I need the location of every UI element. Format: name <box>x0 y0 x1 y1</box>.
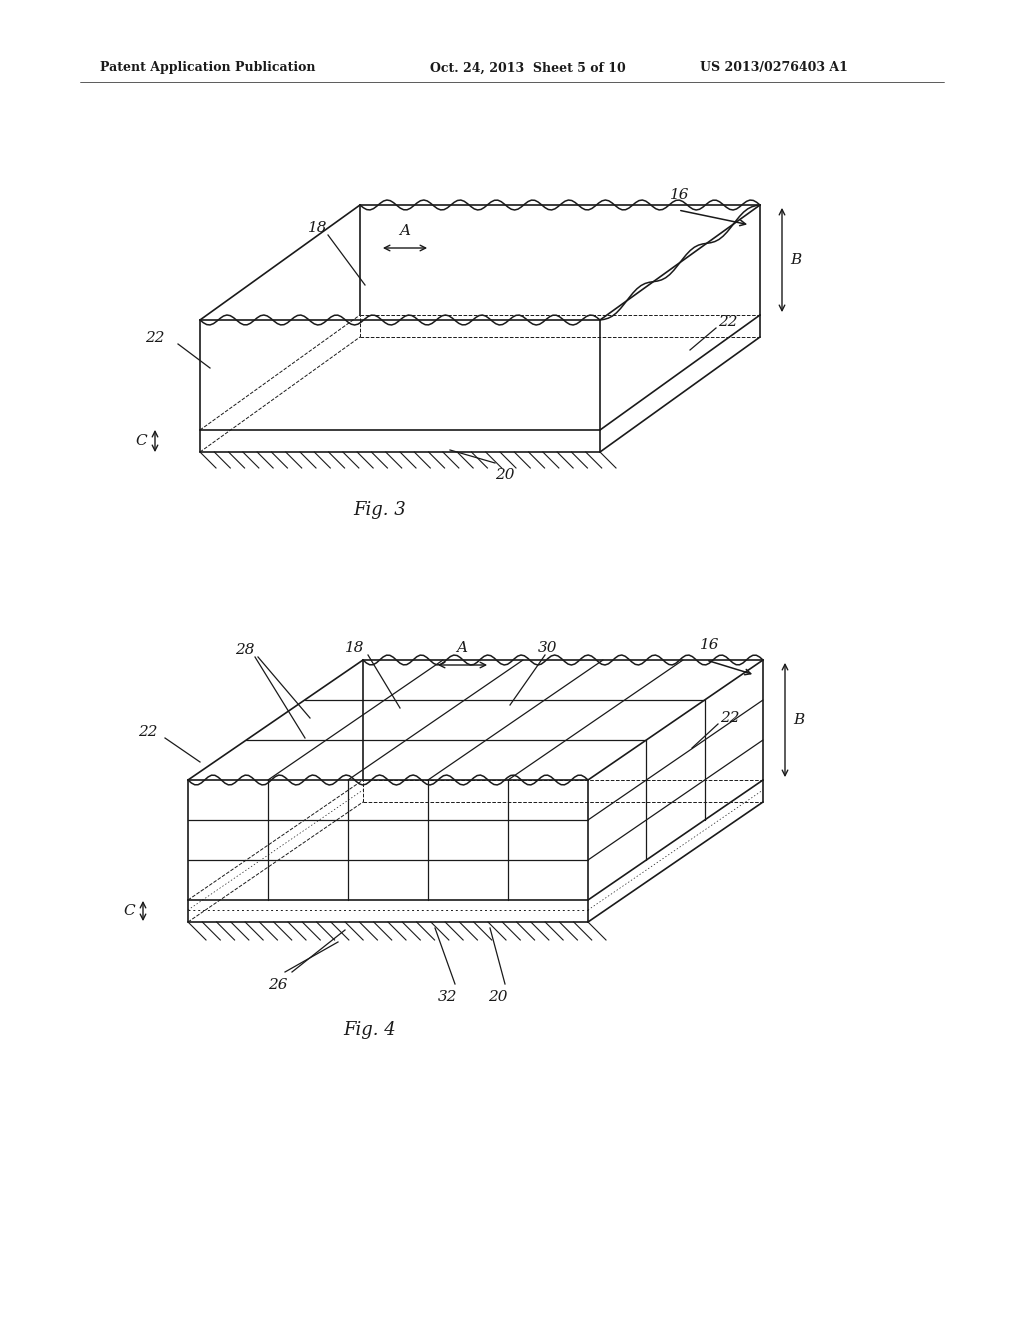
Text: A: A <box>399 224 411 238</box>
Text: B: B <box>793 713 804 727</box>
Text: 22: 22 <box>718 315 737 329</box>
Text: 20: 20 <box>496 469 515 482</box>
Text: 16: 16 <box>700 638 720 652</box>
Text: 16: 16 <box>670 187 689 202</box>
Text: C: C <box>123 904 135 917</box>
Text: 28: 28 <box>236 643 255 657</box>
Text: Fig. 3: Fig. 3 <box>353 502 407 519</box>
Text: 32: 32 <box>438 990 458 1005</box>
Text: 22: 22 <box>138 725 158 739</box>
Text: 18: 18 <box>345 642 365 655</box>
Text: 22: 22 <box>720 711 739 725</box>
Text: B: B <box>790 253 801 267</box>
Text: 22: 22 <box>145 331 165 345</box>
Text: 18: 18 <box>308 220 328 235</box>
Text: C: C <box>135 434 147 447</box>
Text: 26: 26 <box>268 978 288 993</box>
Text: A: A <box>457 642 468 655</box>
Text: Fig. 4: Fig. 4 <box>344 1020 396 1039</box>
Text: 20: 20 <box>488 990 508 1005</box>
Text: Patent Application Publication: Patent Application Publication <box>100 62 315 74</box>
Text: 30: 30 <box>539 642 558 655</box>
Text: Oct. 24, 2013  Sheet 5 of 10: Oct. 24, 2013 Sheet 5 of 10 <box>430 62 626 74</box>
Text: US 2013/0276403 A1: US 2013/0276403 A1 <box>700 62 848 74</box>
